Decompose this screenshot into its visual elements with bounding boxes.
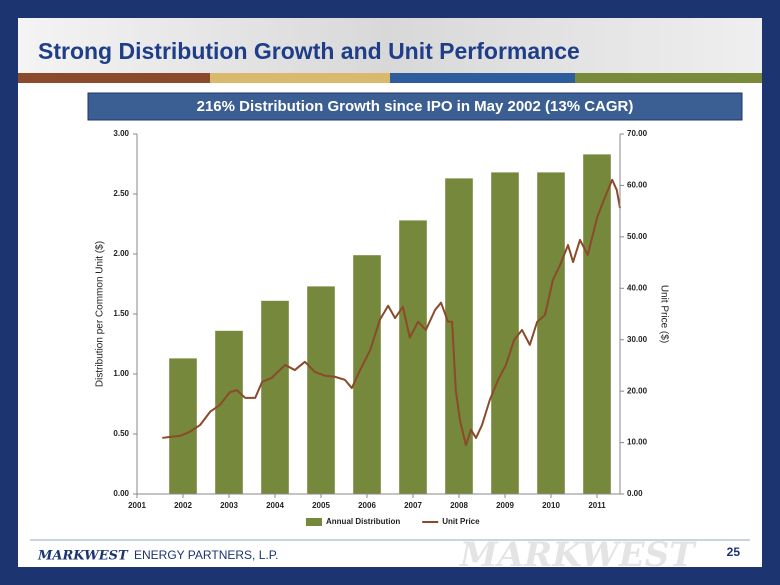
x-tick-label: 2002 (174, 501, 192, 510)
legend-label: Annual Distribution (326, 517, 400, 526)
y-tick-label: 2.50 (113, 189, 129, 198)
x-tick-label: 2004 (266, 501, 284, 510)
y-tick-label: 0.00 (113, 489, 129, 498)
x-tick-label: 2008 (450, 501, 468, 510)
y2-tick-label: 20.00 (627, 386, 648, 395)
y-tick-label: 0.50 (113, 429, 129, 438)
legend-label: Unit Price (442, 517, 480, 526)
y2-tick-label: 50.00 (627, 232, 648, 241)
y2-tick-label: 60.00 (627, 181, 648, 190)
banner-text: 216% Distribution Growth since IPO in Ma… (197, 98, 634, 115)
x-tick-label: 2003 (220, 501, 238, 510)
y-tick-label: 1.50 (113, 309, 129, 318)
x-tick-label: 2006 (358, 501, 376, 510)
stripe (210, 73, 390, 83)
y2-tick-label: 0.00 (627, 489, 643, 498)
header-background (18, 18, 762, 73)
y-axis-title: Distribution per Common Unit ($) (95, 241, 106, 387)
y2-tick-label: 70.00 (627, 129, 648, 138)
bar (215, 330, 243, 494)
plot: 0.00 0.50 1.00 1.50 2.00 2.50 3.00 0.00 10.00 20.… (113, 129, 647, 526)
footer-company: ENERGY PARTNERS, L.P. (134, 548, 279, 562)
y-tick-label: 1.00 (113, 369, 129, 378)
stripe (575, 73, 762, 83)
footer-logo: MARKWEST (37, 549, 129, 564)
bar (583, 154, 611, 494)
stripe (18, 73, 210, 83)
y-tick-label: 2.00 (113, 249, 129, 258)
x-tick-label: 2001 (128, 501, 146, 510)
bar (445, 178, 473, 494)
bar (537, 172, 565, 494)
bar (491, 172, 519, 494)
banner (87, 92, 743, 121)
y-tick-label: 3.00 (113, 129, 129, 138)
watermark: MARKWEST (459, 535, 697, 575)
legend-swatch (306, 518, 322, 526)
x-tick-label: 2010 (542, 501, 560, 510)
bar (307, 286, 335, 494)
slide-title: Strong Distribution Growth and Unit Perf… (38, 38, 580, 64)
bar (399, 220, 427, 494)
x-tick-label: 2005 (312, 501, 330, 510)
page-number: 25 (727, 545, 741, 559)
y2-axis-title: Unit Price ($) (658, 285, 669, 343)
x-tick-label: 2007 (404, 501, 422, 510)
x-tick-label: 2011 (588, 501, 606, 510)
y2-tick-label: 10.00 (627, 438, 648, 447)
y2-tick-label: 30.00 (627, 335, 648, 344)
price-line (162, 178, 621, 447)
stripe (390, 73, 575, 83)
x-tick-label: 2009 (496, 501, 514, 510)
bar (169, 358, 197, 494)
y2-tick-label: 40.00 (627, 283, 648, 292)
bar (261, 300, 289, 494)
